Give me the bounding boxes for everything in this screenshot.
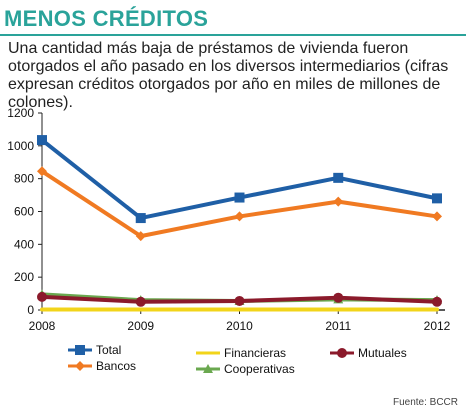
legend-item-cooperativas: Cooperativas bbox=[196, 362, 295, 376]
legend-label-financieras: Financieras bbox=[224, 346, 286, 360]
x-tick-label: 2008 bbox=[29, 319, 56, 333]
chart-title: MENOS CRÉDITOS bbox=[4, 6, 209, 31]
series-layer bbox=[37, 135, 442, 312]
data-point-mutuales bbox=[333, 292, 344, 303]
x-tick-label: 2011 bbox=[325, 319, 351, 333]
legend-label-mutuales: Mutuales bbox=[358, 346, 407, 360]
legend-label-cooperativas: Cooperativas bbox=[224, 362, 295, 376]
series-mutuales bbox=[37, 291, 442, 307]
legend-item-total: Total bbox=[68, 343, 121, 357]
y-tick-label: 400 bbox=[14, 237, 34, 251]
y-tick-label: 200 bbox=[14, 270, 34, 284]
data-point-mutuales bbox=[135, 296, 146, 307]
data-point-bancos bbox=[234, 211, 245, 222]
x-tick-label: 2010 bbox=[226, 319, 253, 333]
legend-marker-bancos bbox=[75, 361, 85, 371]
y-tick-label: 600 bbox=[14, 205, 34, 219]
legend-item-bancos: Bancos bbox=[68, 359, 136, 373]
data-point-mutuales bbox=[234, 295, 245, 306]
legend-marker-mutuales bbox=[337, 348, 347, 358]
title-bar: MENOS CRÉDITOS bbox=[0, 0, 466, 36]
legend-item-financieras: Financieras bbox=[196, 346, 286, 360]
data-point-total bbox=[234, 192, 245, 203]
data-point-bancos bbox=[135, 231, 146, 242]
legend-item-mutuales: Mutuales bbox=[330, 346, 407, 360]
data-point-total bbox=[333, 172, 344, 183]
legend-label-total: Total bbox=[96, 343, 121, 357]
data-point-bancos bbox=[37, 166, 47, 177]
data-point-mutuales bbox=[432, 296, 442, 307]
data-point-bancos bbox=[432, 211, 442, 222]
data-point-total bbox=[432, 193, 442, 204]
data-point-mutuales bbox=[37, 291, 47, 302]
data-point-bancos bbox=[333, 196, 344, 207]
series-total bbox=[37, 135, 442, 224]
y-tick-label: 0 bbox=[27, 303, 34, 317]
series-line-bancos bbox=[40, 169, 439, 239]
legend: Total Bancos Financieras Cooperativas Mutual… bbox=[68, 343, 407, 376]
legend-marker-total bbox=[75, 345, 85, 355]
chart-subtitle: Una cantidad más baja de préstamos de vi… bbox=[8, 40, 449, 111]
y-tick-label: 800 bbox=[14, 172, 34, 186]
data-point-total bbox=[37, 135, 47, 146]
legend-marker-cooperativas bbox=[203, 364, 213, 373]
data-point-total bbox=[135, 213, 146, 224]
y-tick-label: 1000 bbox=[7, 139, 34, 153]
x-tick-label: 2009 bbox=[127, 319, 154, 333]
x-tick-label: 2012 bbox=[424, 319, 451, 333]
source-note: Fuente: BCCR bbox=[392, 397, 458, 408]
series-bancos bbox=[37, 166, 442, 242]
legend-label-bancos: Bancos bbox=[96, 359, 136, 373]
y-tick-label: 1200 bbox=[7, 106, 34, 120]
